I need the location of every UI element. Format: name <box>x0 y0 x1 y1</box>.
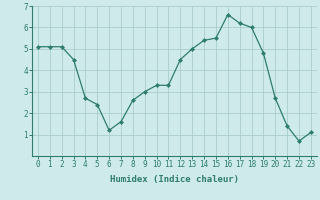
X-axis label: Humidex (Indice chaleur): Humidex (Indice chaleur) <box>110 175 239 184</box>
